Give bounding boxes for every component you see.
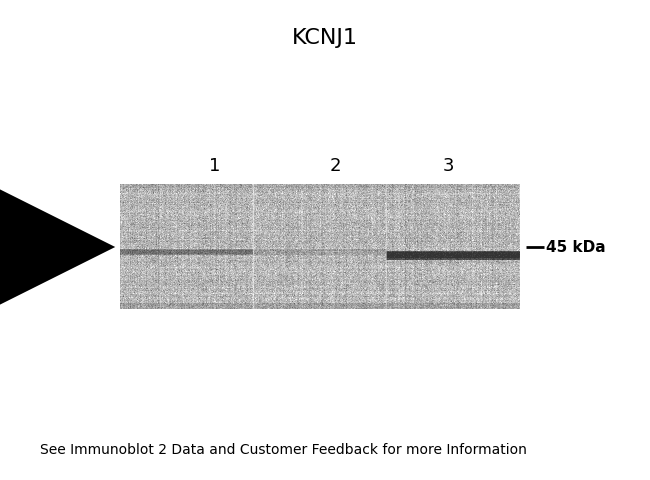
Text: 3: 3 xyxy=(442,156,454,175)
Text: See Immunoblot 2 Data and Customer Feedback for more Information: See Immunoblot 2 Data and Customer Feedb… xyxy=(40,442,527,456)
Text: 2: 2 xyxy=(330,156,341,175)
Text: 45 kDa: 45 kDa xyxy=(546,240,606,255)
Text: 1: 1 xyxy=(209,156,221,175)
Text: KCNJ1: KCNJ1 xyxy=(292,28,358,48)
